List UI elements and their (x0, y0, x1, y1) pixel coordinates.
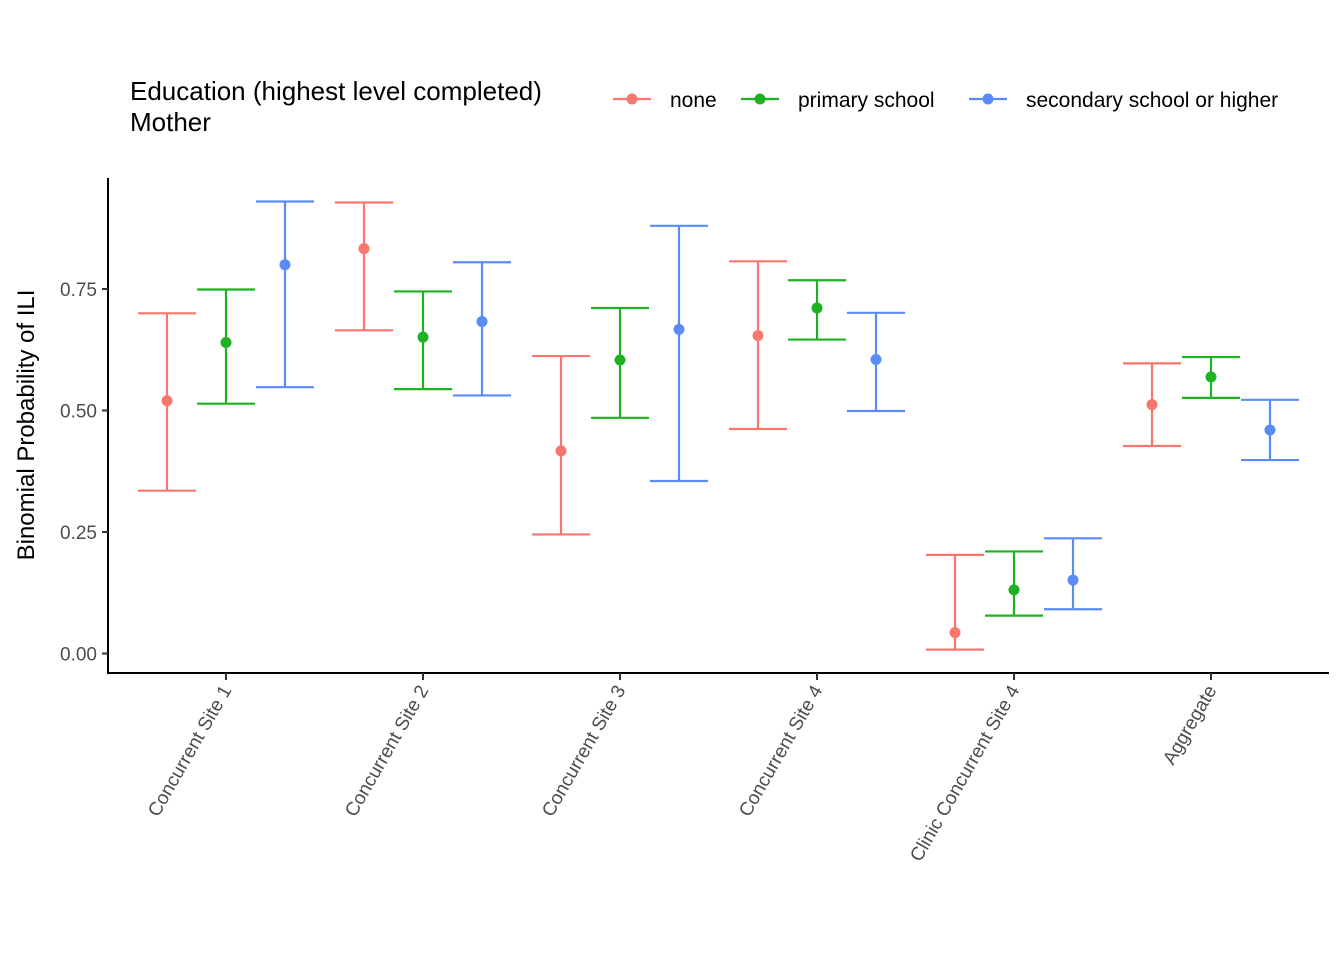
legend-item-primary-school: primary school (741, 89, 935, 112)
y-tick-label: 0.75 (60, 280, 97, 301)
data-point (752, 330, 764, 342)
x-tick-label: Concurrent Site 2 (341, 682, 433, 821)
legend-title-line-2: Mother (130, 107, 211, 137)
data-point (949, 627, 961, 639)
data-point (614, 354, 626, 366)
data-point (811, 302, 823, 314)
data-point (555, 445, 567, 457)
data-point (870, 353, 882, 365)
x-tick-label: Aggregate (1159, 682, 1221, 768)
y-axis-title: Binomial Probability of ILI (13, 290, 40, 561)
legend-key-point (626, 93, 638, 105)
data-point (220, 336, 232, 348)
series-none (138, 201, 1181, 651)
data-point (673, 323, 685, 335)
legend: Education (highest level completed) Moth… (130, 76, 1278, 137)
plot-marks (138, 200, 1299, 651)
x-tick-label: Concurrent Site 3 (538, 682, 630, 821)
series-primary-school (197, 279, 1240, 617)
data-point (1008, 584, 1020, 596)
legend-label: none (670, 89, 717, 112)
x-ticks: Concurrent Site 1 Concurrent Site 2 Concur… (144, 673, 1221, 865)
legend-key-point (982, 93, 994, 105)
y-tick-label: 0.25 (60, 523, 97, 544)
data-point (1205, 371, 1217, 383)
legend-label: secondary school or higher (1026, 89, 1278, 112)
y-ticks: 0.00 0.25 0.50 0.75 (60, 280, 108, 666)
data-point (161, 395, 173, 407)
legend-key-point (754, 93, 766, 105)
data-point (1146, 399, 1158, 411)
data-point (476, 316, 488, 328)
legend-item-secondary-school-or-higher: secondary school or higher (969, 89, 1278, 112)
legend-item-none: none (613, 89, 717, 112)
data-point (1264, 424, 1276, 436)
data-point (358, 243, 370, 255)
x-tick-label: Concurrent Site 4 (735, 682, 827, 821)
y-tick-label: 0.00 (60, 645, 97, 666)
series-secondary-school-or-higher (256, 200, 1299, 611)
data-point (279, 259, 291, 271)
legend-title-line-1: Education (highest level completed) (130, 76, 542, 106)
legend-keys: none primary school secondary school or hi… (613, 89, 1278, 112)
x-tick-label: Concurrent Site 1 (144, 682, 236, 821)
y-tick-label: 0.50 (60, 402, 97, 423)
data-point (1067, 574, 1079, 586)
x-tick-label: Clinic Concurrent Site 4 (906, 682, 1024, 866)
legend-label: primary school (798, 89, 935, 112)
data-point (417, 331, 429, 343)
